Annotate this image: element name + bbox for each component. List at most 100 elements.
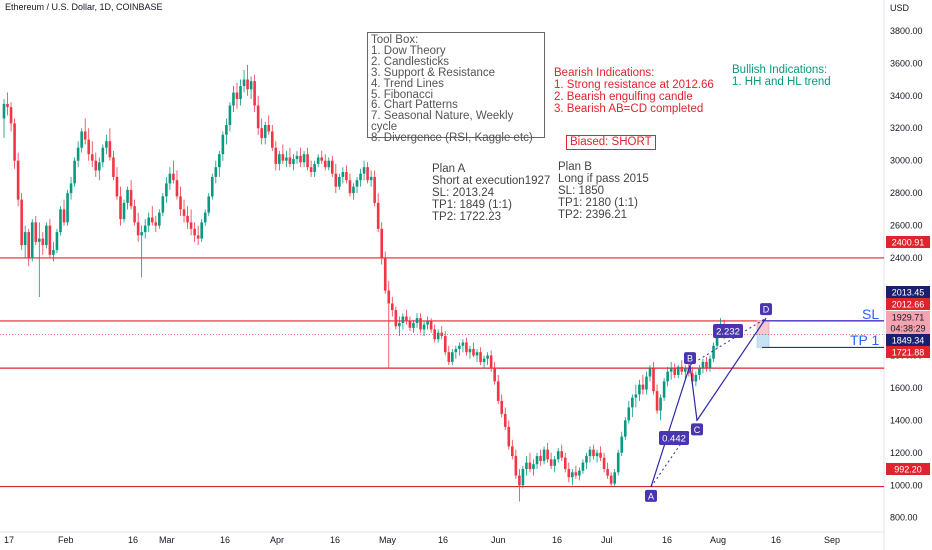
candle-body <box>383 258 387 291</box>
candle-body <box>669 368 673 372</box>
candle-body <box>73 160 76 184</box>
candle-body <box>655 391 659 411</box>
candle-body <box>168 173 172 184</box>
y-tick-label: 3200.00 <box>890 123 923 133</box>
pattern-leg-bc <box>689 365 698 421</box>
candle-body <box>87 139 91 155</box>
candle-body <box>429 321 433 330</box>
candle-body <box>422 324 426 330</box>
candle-body <box>260 128 263 138</box>
candle-body <box>525 462 528 470</box>
candle-body <box>662 381 666 398</box>
candle-body <box>687 368 691 374</box>
candle-body <box>451 352 454 362</box>
candle-body <box>76 147 80 161</box>
y-tick-label: 2400.00 <box>890 253 923 263</box>
candle-body <box>581 462 585 471</box>
y-tick-label: 3000.00 <box>890 156 923 166</box>
candle-body <box>659 397 662 411</box>
candle-body <box>560 451 564 458</box>
candle-body <box>546 449 549 460</box>
candle-body <box>13 123 16 161</box>
candle-body <box>443 335 447 353</box>
currency-label: USD <box>890 3 910 13</box>
candle-body <box>193 228 196 236</box>
sl-label: SL <box>862 306 880 322</box>
candle-body <box>330 160 334 174</box>
y-tick-label: 3400.00 <box>890 91 923 101</box>
candle-body <box>691 373 694 382</box>
pattern-ratio-badge <box>659 431 689 445</box>
candle-body <box>415 318 419 323</box>
x-tick-label: 16 <box>128 535 138 545</box>
pattern-leg-ab <box>650 365 691 488</box>
candle-body <box>521 469 525 486</box>
candle-body <box>214 167 218 177</box>
price-tag <box>886 286 930 298</box>
candle-body <box>683 368 687 372</box>
x-tick-label: 16 <box>552 535 562 545</box>
candle-body <box>433 329 436 340</box>
candle-body <box>638 384 641 395</box>
candle-body <box>189 222 193 229</box>
candle-body <box>503 413 507 427</box>
x-tick-label: 16 <box>220 535 230 545</box>
pattern-point-badge <box>645 489 657 502</box>
candle-body <box>2 103 6 119</box>
candle-body <box>16 160 20 200</box>
candle-body <box>701 361 705 369</box>
candle-body <box>631 397 634 408</box>
candle-body <box>345 172 348 181</box>
candle-body <box>306 154 309 168</box>
candle-body <box>69 183 73 194</box>
candle-body <box>574 472 578 476</box>
x-tick-label: Jul <box>601 535 613 545</box>
candle-body <box>645 376 648 390</box>
y-tick-label: 1400.00 <box>890 415 923 425</box>
candle-body <box>588 449 592 457</box>
x-tick-label: 16 <box>330 535 340 545</box>
pattern-point-badge <box>684 352 696 365</box>
symbol-title: Ethereum / U.S. Dollar, 1D, COINBASE <box>5 2 163 12</box>
price-tag <box>886 346 930 358</box>
candle-body <box>94 160 98 171</box>
candle-body <box>23 232 27 246</box>
candle-body <box>232 92 235 106</box>
candle-body <box>126 189 129 203</box>
candle-body <box>323 160 327 168</box>
candle-body <box>405 316 408 322</box>
candle-body <box>595 452 599 457</box>
pattern-point-badge <box>691 423 703 436</box>
price-tag-label: 2400.91 <box>892 238 925 248</box>
candle-body <box>489 355 493 369</box>
candle-body <box>620 436 624 453</box>
candle-body <box>108 141 112 158</box>
candle-body <box>616 452 620 473</box>
candle-body <box>408 321 412 328</box>
candle-body <box>20 199 23 246</box>
candle-body <box>680 366 684 372</box>
candle-body <box>585 456 588 463</box>
candle-body <box>412 322 415 328</box>
candle-body <box>115 176 119 197</box>
candle-body <box>359 173 362 181</box>
candle-body <box>362 167 366 174</box>
x-tick-label: May <box>379 535 397 545</box>
candle-body <box>472 348 475 356</box>
pattern-point-label: A <box>648 491 654 501</box>
candle-body <box>161 196 165 213</box>
price-tag-label: 2013.45 <box>892 288 925 298</box>
candle-body <box>228 105 232 125</box>
candle-body <box>599 452 602 458</box>
candle-body <box>458 345 461 349</box>
candle-body <box>140 232 143 236</box>
candle-body <box>207 196 211 213</box>
toolbox-note: Tool Box: 1. Dow Theory 2. Candlesticks … <box>367 32 545 144</box>
candle-body <box>299 155 302 163</box>
candle-body <box>309 167 313 173</box>
candle-body <box>281 154 285 161</box>
candle-body <box>122 202 126 220</box>
candle-body <box>133 206 136 223</box>
candle-body <box>394 310 398 327</box>
